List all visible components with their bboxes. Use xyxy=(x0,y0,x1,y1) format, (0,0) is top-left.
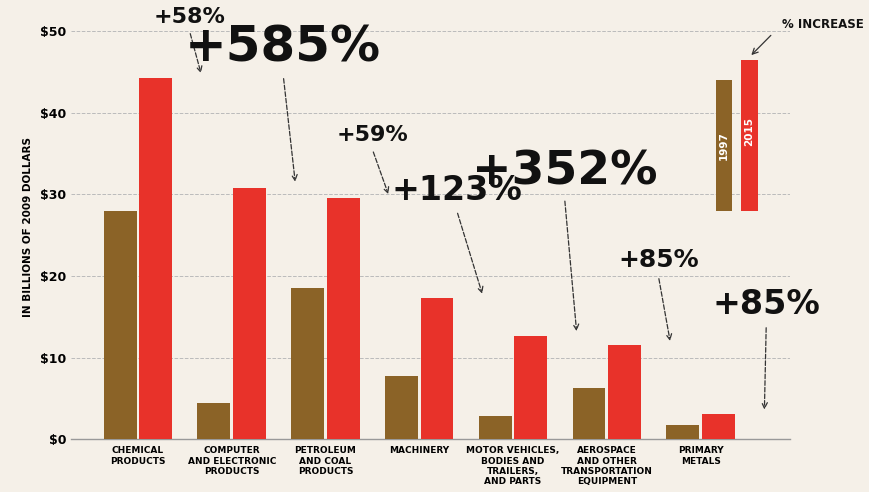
Bar xyxy=(233,188,266,439)
Bar xyxy=(666,426,699,439)
Text: +59%: +59% xyxy=(336,125,408,145)
Bar xyxy=(715,80,732,211)
Bar xyxy=(139,78,172,439)
Bar xyxy=(327,198,359,439)
Bar xyxy=(607,345,640,439)
Bar xyxy=(291,288,324,439)
Bar xyxy=(103,211,136,439)
Text: +58%: +58% xyxy=(154,7,225,27)
Bar xyxy=(385,375,417,439)
Text: +123%: +123% xyxy=(391,174,521,207)
Text: +352%: +352% xyxy=(471,149,657,194)
Bar xyxy=(197,402,230,439)
Bar xyxy=(478,416,511,439)
Text: % INCREASE: % INCREASE xyxy=(781,18,863,31)
Text: +85%: +85% xyxy=(712,288,819,321)
Text: 1997: 1997 xyxy=(718,131,728,160)
Bar xyxy=(514,336,547,439)
Text: 2015: 2015 xyxy=(744,117,753,146)
Y-axis label: IN BILLIONS OF 2009 DOLLARS: IN BILLIONS OF 2009 DOLLARS xyxy=(23,137,33,317)
Bar xyxy=(740,60,757,211)
Text: +85%: +85% xyxy=(617,248,698,272)
Text: +585%: +585% xyxy=(185,24,381,72)
Bar xyxy=(421,298,453,439)
Bar xyxy=(701,414,734,439)
Bar xyxy=(572,388,605,439)
